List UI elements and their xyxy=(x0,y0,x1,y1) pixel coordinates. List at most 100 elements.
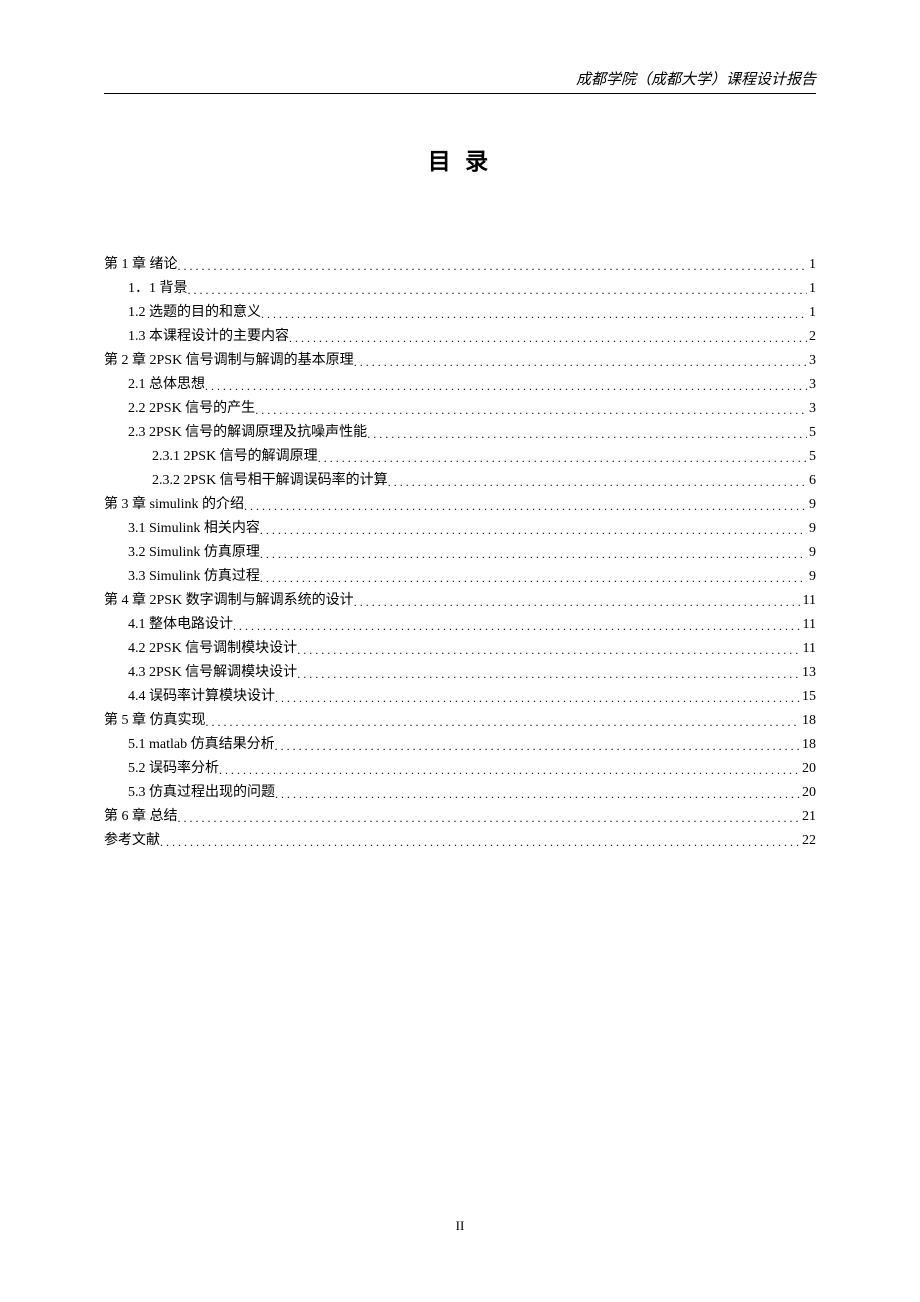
toc-leader-dots xyxy=(354,356,807,368)
toc-entry-page: 3 xyxy=(807,402,816,416)
toc-entry-label: 参考文献 xyxy=(104,834,160,848)
toc-entry-label: 4.1 整体电路设计 xyxy=(128,618,233,632)
toc-leader-dots xyxy=(354,596,801,608)
toc-leader-dots xyxy=(318,452,807,464)
toc-leader-dots xyxy=(260,524,807,536)
toc-entry-page: 18 xyxy=(800,738,816,752)
toc-leader-dots xyxy=(289,332,807,344)
page-header: 成都学院（成都大学）课程设计报告 xyxy=(104,68,816,94)
toc-entry-label: 3.2 Simulink 仿真原理 xyxy=(128,546,260,560)
toc-entry: 1．1 背景 1 xyxy=(104,282,816,296)
toc-entry-label: 2.3 2PSK 信号的解调原理及抗噪声性能 xyxy=(128,426,367,440)
toc-entry-page: 2 xyxy=(807,330,816,344)
toc-entry-page: 9 xyxy=(807,498,816,512)
document-page: 成都学院（成都大学）课程设计报告 目 录 第 1 章 绪论11．1 背景11.2… xyxy=(0,0,920,848)
toc-entry: 2.3.2 2PSK 信号相干解调误码率的计算 6 xyxy=(104,474,816,488)
toc-entry: 第 4 章 2PSK 数字调制与解调系统的设计 11 xyxy=(104,594,816,608)
toc-entry-label: 第 2 章 2PSK 信号调制与解调的基本原理 xyxy=(104,354,354,368)
toc-entry-page: 3 xyxy=(807,354,816,368)
toc-entry-label: 1．1 背景 xyxy=(128,282,188,296)
toc-entry-page: 9 xyxy=(807,570,816,584)
toc-leader-dots xyxy=(205,380,807,392)
toc-entry-page: 3 xyxy=(807,378,816,392)
toc-entry-label: 5.1 matlab 仿真结果分析 xyxy=(128,738,275,752)
toc-entry-page: 9 xyxy=(807,546,816,560)
toc-entry: 第 3 章 simulink 的介绍 9 xyxy=(104,498,816,512)
toc-title: 目 录 xyxy=(104,142,816,176)
toc-entry-label: 第 4 章 2PSK 数字调制与解调系统的设计 xyxy=(104,594,354,608)
toc-list: 第 1 章 绪论 1 1．1 背景 1 1.2 选题的目的和意义 1 1.3 本课程设计的主… xyxy=(104,258,816,848)
toc-entry: 3.3 Simulink 仿真过程 9 xyxy=(104,570,816,584)
toc-entry-page: 11 xyxy=(801,594,816,608)
toc-entry: 4.4 误码率计算模块设计 15 xyxy=(104,690,816,704)
toc-leader-dots xyxy=(255,404,807,416)
toc-entry: 第 6 章 总结 21 xyxy=(104,810,816,824)
toc-entry-label: 3.1 Simulink 相关内容 xyxy=(128,522,260,536)
toc-entry-page: 6 xyxy=(807,474,816,488)
toc-entry-label: 4.3 2PSK 信号解调模块设计 xyxy=(128,666,297,680)
toc-entry-page: 20 xyxy=(800,762,816,776)
toc-entry-page: 1 xyxy=(807,282,816,296)
toc-entry-label: 2.3.2 2PSK 信号相干解调误码率的计算 xyxy=(152,474,388,488)
toc-leader-dots xyxy=(160,836,800,848)
toc-entry: 1.2 选题的目的和意义 1 xyxy=(104,306,816,320)
toc-leader-dots xyxy=(260,548,807,560)
toc-leader-dots xyxy=(260,572,807,584)
toc-entry-page: 5 xyxy=(807,426,816,440)
toc-leader-dots xyxy=(178,260,808,272)
toc-entry-label: 第 6 章 总结 xyxy=(104,810,178,824)
toc-leader-dots xyxy=(206,716,801,728)
toc-entry: 5.3 仿真过程出现的问题 20 xyxy=(104,786,816,800)
toc-leader-dots xyxy=(297,644,800,656)
toc-entry-page: 22 xyxy=(800,834,816,848)
toc-entry-page: 15 xyxy=(800,690,816,704)
toc-entry-label: 4.4 误码率计算模块设计 xyxy=(128,690,275,704)
toc-entry-label: 4.2 2PSK 信号调制模块设计 xyxy=(128,642,297,656)
toc-entry-label: 1.2 选题的目的和意义 xyxy=(128,306,261,320)
toc-leader-dots xyxy=(275,740,800,752)
toc-entry: 1.3 本课程设计的主要内容 2 xyxy=(104,330,816,344)
toc-entry-page: 9 xyxy=(807,522,816,536)
toc-entry: 第 5 章 仿真实现 18 xyxy=(104,714,816,728)
toc-entry-page: 21 xyxy=(800,810,816,824)
toc-leader-dots xyxy=(233,620,801,632)
toc-entry-page: 11 xyxy=(801,618,816,632)
toc-leader-dots xyxy=(297,668,800,680)
toc-entry-label: 第 1 章 绪论 xyxy=(104,258,178,272)
toc-entry-label: 5.2 误码率分析 xyxy=(128,762,219,776)
toc-entry-label: 1.3 本课程设计的主要内容 xyxy=(128,330,289,344)
toc-entry: 2.3.1 2PSK 信号的解调原理 5 xyxy=(104,450,816,464)
toc-leader-dots xyxy=(388,476,807,488)
toc-entry: 4.1 整体电路设计 11 xyxy=(104,618,816,632)
toc-leader-dots xyxy=(178,812,801,824)
toc-entry-label: 2.2 2PSK 信号的产生 xyxy=(128,402,255,416)
toc-entry: 4.3 2PSK 信号解调模块设计 13 xyxy=(104,666,816,680)
toc-entry-label: 5.3 仿真过程出现的问题 xyxy=(128,786,275,800)
toc-entry: 3.2 Simulink 仿真原理 9 xyxy=(104,546,816,560)
toc-leader-dots xyxy=(219,764,800,776)
toc-entry-label: 2.3.1 2PSK 信号的解调原理 xyxy=(152,450,318,464)
toc-entry-page: 20 xyxy=(800,786,816,800)
toc-entry: 3.1 Simulink 相关内容 9 xyxy=(104,522,816,536)
toc-entry-page: 13 xyxy=(800,666,816,680)
toc-entry: 4.2 2PSK 信号调制模块设计 11 xyxy=(104,642,816,656)
toc-leader-dots xyxy=(261,308,807,320)
toc-entry-label: 2.1 总体思想 xyxy=(128,378,205,392)
toc-leader-dots xyxy=(367,428,807,440)
toc-leader-dots xyxy=(275,692,800,704)
toc-entry-label: 第 3 章 simulink 的介绍 xyxy=(104,498,244,512)
toc-entry: 参考文献 22 xyxy=(104,834,816,848)
toc-entry-label: 第 5 章 仿真实现 xyxy=(104,714,206,728)
toc-entry: 2.2 2PSK 信号的产生 3 xyxy=(104,402,816,416)
toc-leader-dots xyxy=(275,788,800,800)
toc-entry-page: 5 xyxy=(807,450,816,464)
toc-entry: 2.1 总体思想 3 xyxy=(104,378,816,392)
toc-entry-page: 1 xyxy=(807,306,816,320)
toc-entry-label: 3.3 Simulink 仿真过程 xyxy=(128,570,260,584)
toc-entry-page: 1 xyxy=(807,258,816,272)
toc-leader-dots xyxy=(244,500,807,512)
toc-entry-page: 18 xyxy=(800,714,816,728)
toc-entry: 第 2 章 2PSK 信号调制与解调的基本原理 3 xyxy=(104,354,816,368)
toc-entry-page: 11 xyxy=(801,642,816,656)
toc-entry: 2.3 2PSK 信号的解调原理及抗噪声性能 5 xyxy=(104,426,816,440)
